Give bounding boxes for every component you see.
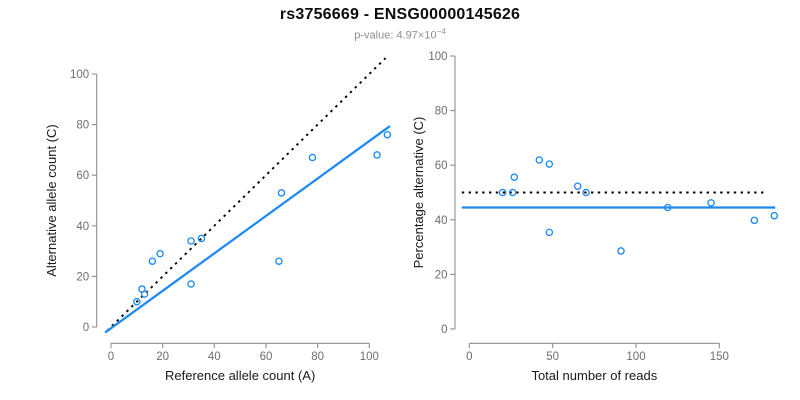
x-tick-label: 0: [108, 351, 114, 363]
x-tick-label: 100: [360, 351, 379, 363]
y-tick-label: 40: [76, 221, 89, 233]
x-tick-label: 50: [546, 351, 559, 363]
fitted-regression-line: [104, 125, 391, 334]
data-point: [545, 160, 554, 168]
data-point: [498, 188, 507, 197]
x-tick-label: 100: [626, 351, 645, 363]
data-point: [138, 285, 146, 293]
data-point: [545, 228, 554, 237]
data-point: [373, 151, 381, 159]
pvalue-coefficient: 4.97: [396, 29, 418, 42]
data-point: [308, 153, 317, 162]
data-point: [663, 203, 672, 212]
data-point: [187, 237, 195, 245]
x-tick-label: 20: [156, 351, 169, 363]
data-point: [510, 173, 519, 181]
y-tick-label: 40: [435, 215, 448, 227]
data-point: [148, 257, 157, 265]
data-point: [383, 130, 392, 139]
data-point: [707, 199, 715, 207]
x-tick-label: 80: [311, 351, 324, 363]
data-point: [197, 234, 206, 243]
y-tick-label: 0: [441, 324, 447, 336]
pvalue-subtitle: p-value: 4.97×10−4: [0, 27, 800, 42]
y-tick-label: 20: [76, 271, 89, 283]
x-axis-title: Total number of reads: [531, 368, 657, 383]
x-axis-title: Reference allele count (A): [165, 368, 315, 383]
data-point: [617, 247, 625, 255]
y-tick-label: 60: [76, 170, 89, 182]
pvalue-base: 10: [424, 29, 437, 42]
identity-expected-line: [106, 57, 387, 332]
page-title: rs3756669 - ENSG00000145626: [279, 6, 521, 23]
y-tick-label: 0: [83, 322, 89, 334]
y-axis-title: Alternative allele count (C): [44, 124, 59, 276]
y-axis-title: Percentage alternative (C): [411, 117, 426, 269]
y-tick-label: 80: [76, 120, 89, 132]
data-point: [187, 280, 195, 288]
y-tick-label: 60: [435, 160, 448, 172]
data-point: [275, 257, 283, 265]
data-point: [770, 211, 779, 220]
data-point: [133, 297, 141, 306]
percentage-vs-reads-scatter: 0 50 100 150 0 20 40 60 80 100 Total number of rea…: [411, 51, 779, 383]
data-point: [573, 182, 582, 190]
data-point: [535, 156, 544, 164]
x-tick-label: 0: [466, 351, 472, 363]
data-point: [277, 189, 286, 197]
data-point: [508, 188, 517, 197]
pvalue-label: p-value:: [354, 29, 397, 42]
y-tick-label: 20: [435, 269, 448, 281]
allele-count-scatter: 0 20 40 60 80 100 0 20 40 60 80 100 Reference allele…: [44, 57, 392, 383]
y-tick-label: 100: [70, 69, 89, 81]
pvalue-times-symbol: ×: [417, 29, 425, 42]
x-tick-label: 60: [260, 351, 273, 363]
data-point: [750, 216, 759, 225]
pvalue-exponent: −4: [436, 27, 446, 36]
data-point: [156, 249, 164, 258]
y-tick-label: 100: [428, 51, 447, 63]
y-tick-label: 80: [435, 106, 448, 118]
x-tick-label: 150: [710, 351, 729, 363]
data-point: [582, 188, 590, 197]
x-tick-label: 40: [208, 351, 221, 363]
